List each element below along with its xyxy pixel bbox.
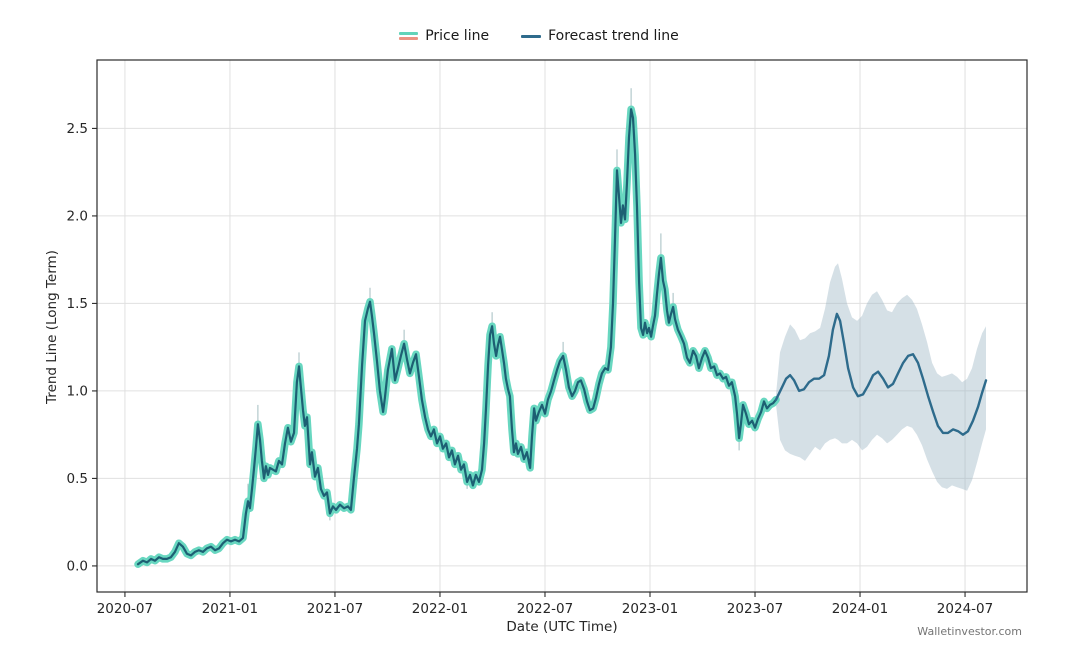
svg-text:1.5: 1.5 [67, 296, 88, 312]
forecast-trend-line [774, 312, 988, 436]
legend-label-forecast: Forecast trend line [548, 28, 679, 44]
svg-text:2024-07: 2024-07 [937, 601, 993, 617]
svg-text:2.5: 2.5 [67, 121, 88, 137]
svg-text:2024-01: 2024-01 [832, 601, 888, 617]
grid-lines [97, 60, 1027, 592]
x-tick-labels: 2020-07 2021-01 2021-07 2022-01 2022-07 2023-… [97, 592, 993, 617]
price-line [136, 108, 778, 566]
svg-text:2022-01: 2022-01 [412, 601, 468, 617]
forecast-line-marker-icon [521, 34, 542, 38]
svg-text:0.0: 0.0 [67, 559, 88, 575]
watermark: Walletinvestor.com [917, 625, 1022, 638]
legend-label-price: Price line [425, 28, 490, 44]
svg-text:2021-07: 2021-07 [307, 601, 363, 617]
y-axis-label: Trend Line (Long Term) [44, 250, 60, 404]
y-tick-labels: 0.0 0.5 1.0 1.5 2.0 2.5 [67, 121, 97, 575]
svg-text:2023-01: 2023-01 [622, 601, 678, 617]
svg-text:2021-01: 2021-01 [202, 601, 258, 617]
legend-item-price[interactable]: Price line [399, 29, 489, 43]
svg-text:2022-07: 2022-07 [517, 601, 573, 617]
svg-text:2.0: 2.0 [67, 209, 88, 225]
plot-border [96, 59, 1028, 593]
x-axis-label: Date (UTC Time) [506, 619, 618, 635]
svg-text:2020-07: 2020-07 [97, 601, 153, 617]
legend: Price line Forecast trend line [0, 29, 1078, 43]
legend-item-forecast[interactable]: Forecast trend line [521, 29, 679, 43]
svg-text:2023-07: 2023-07 [727, 601, 783, 617]
price-line-marker-icon [399, 32, 419, 40]
svg-text:0.5: 0.5 [67, 471, 88, 487]
svg-text:1.0: 1.0 [67, 384, 88, 400]
